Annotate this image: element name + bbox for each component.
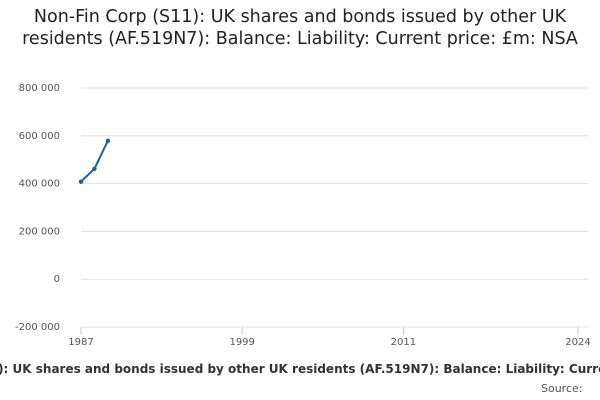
data-point [92,166,97,171]
y-tick-label: -200 000 [15,322,60,333]
x-tick-label: 2024 [565,337,590,348]
y-tick-label: 0 [54,274,60,285]
x-tick-label: 1999 [229,337,254,348]
y-tick-label: 200 000 [19,226,60,237]
legend-entry: Non-Fin Corp (S11): UK shares and bonds … [0,362,600,376]
data-point [78,179,84,184]
y-tick-label: 600 000 [19,131,60,142]
series-line [80,140,109,183]
chart-title: Non-Fin Corp (S11): UK shares and bonds … [22,7,578,49]
x-tick-label: 2011 [391,337,416,348]
legend: Non-Fin Corp (S11): UK shares and bonds … [0,362,600,376]
x-tick-label: 1987 [68,337,93,348]
y-tick-label: 400 000 [19,179,60,190]
data-point [105,138,111,144]
source: Source: [541,382,583,395]
y-tick-label: 800 000 [19,83,60,94]
